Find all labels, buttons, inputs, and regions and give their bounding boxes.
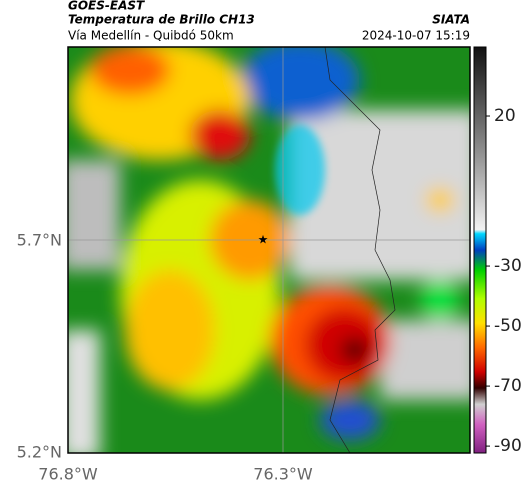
satellite-image: ★ (68, 47, 470, 453)
svg-text:★: ★ (258, 233, 269, 247)
colorbar-label: -90 (494, 436, 522, 456)
lat-label: 5.2°N (17, 443, 62, 462)
lon-label: 76.8°W (38, 465, 98, 484)
lon-label: 76.3°W (253, 465, 313, 484)
colorbar (473, 46, 487, 454)
colorbar-label: -70 (494, 376, 522, 396)
colorbar-label: 20 (494, 106, 516, 126)
colorbar-label: -30 (494, 256, 522, 276)
lat-label: 5.7°N (17, 231, 62, 250)
organization: SIATA (432, 13, 470, 27)
colorbar-label: -50 (494, 316, 522, 336)
source: GOES-EAST (68, 0, 145, 13)
map-frame (67, 46, 471, 454)
title: Temperatura de Brillo CH13 (68, 13, 255, 27)
subtitle: Vía Medellín - Quibdó 50km (68, 29, 234, 43)
datetime: 2024-10-07 15:19 (362, 29, 470, 43)
